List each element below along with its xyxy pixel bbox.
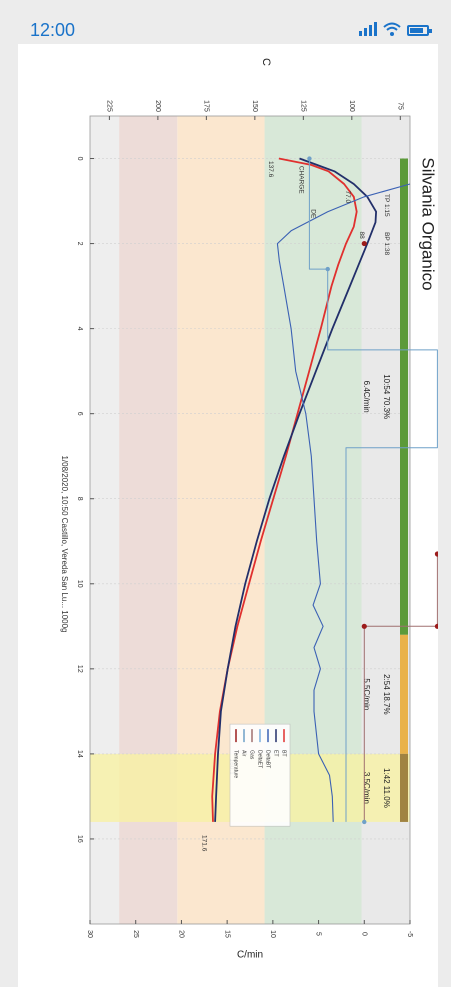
phase-ror-drying: 6.4C/min — [362, 381, 371, 413]
chart-subtitle: 1/08/2020, 10:50 Castillo, Vereda San Lu… — [60, 455, 69, 632]
temp-tick-label: 125 — [299, 100, 306, 112]
annotation-label: DE — [309, 209, 316, 219]
annotation-label: CHARGE — [298, 166, 305, 194]
temp-tick-label: 100 — [348, 100, 355, 112]
annotation-label: TP 1:15 — [383, 194, 390, 217]
air-event-marker — [325, 266, 330, 272]
air-event-marker — [307, 156, 312, 161]
temp-tick-label: 150 — [251, 100, 258, 112]
x-tick-label: 8 — [76, 497, 83, 501]
legend-label: Gas — [249, 750, 255, 760]
plot-frame — [89, 115, 411, 925]
series-et — [214, 157, 377, 822]
temp-tick-label: 75 — [396, 102, 403, 110]
annotation-label: 137.6 — [267, 161, 274, 178]
x-tick-label: 0 — [76, 157, 83, 161]
clock: 12:00 — [30, 20, 76, 40]
x-tick-label: 10 — [76, 580, 83, 588]
x-tick-label: 12 — [76, 665, 83, 673]
temp-axis-label: C — [260, 58, 272, 66]
legend-label: DeltaET — [257, 750, 263, 768]
phase-ror-development: 3.5C/min — [362, 772, 371, 804]
series-air — [308, 158, 438, 822]
phase-ror-maillard: 5.5C/min — [362, 678, 371, 710]
gas-event-marker — [361, 623, 367, 629]
phase-label-maillard: 2:54 18.7% — [382, 674, 391, 714]
ror-tick-label: 20 — [178, 930, 185, 938]
legend-label: ET — [273, 750, 279, 756]
cellular-signal-icon — [359, 22, 377, 36]
ror-tick-label: 30 — [86, 930, 93, 938]
phase-bar-development — [400, 753, 408, 822]
ror-tick-label: -5 — [406, 931, 413, 937]
phase-label-drying: 10:54 70.3% — [382, 374, 391, 419]
gas-event-marker — [361, 240, 367, 247]
legend-label: Temperature — [233, 750, 239, 778]
wifi-icon — [383, 22, 401, 36]
legend-label: Air — [241, 750, 247, 756]
legend — [229, 723, 291, 827]
x-tick-label: 2 — [76, 242, 83, 246]
x-tick-label: 4 — [76, 327, 83, 331]
series-deltabt — [276, 183, 411, 822]
temp-tick-label: 225 — [106, 100, 113, 112]
chart-card: 10:54 70.3% 6.4C/min 2:54 18.7% 5.5C/min 1:4… — [18, 44, 438, 987]
temp-tick-label: 200 — [154, 100, 161, 112]
annotation-label: BP 1:38 — [383, 232, 390, 255]
annotation-label: 88 — [358, 231, 365, 239]
ror-tick-label: 10 — [269, 930, 276, 938]
x-tick-label: 14 — [76, 750, 83, 758]
phase-bar-drying — [400, 158, 408, 635]
phase-label-development: 1:42 11.0% — [382, 768, 391, 808]
chart-title: Silvania Organico — [419, 157, 438, 290]
temp-tick-label: 175 — [203, 100, 210, 112]
ror-tick-label: 0 — [360, 932, 367, 936]
annotation-label: 77.0 — [344, 190, 351, 203]
status-icons — [359, 22, 432, 36]
legend-label: DeltaBT — [265, 750, 271, 768]
x-tick-label: 16 — [76, 835, 83, 843]
roast-chart: 10:54 70.3% 6.4C/min 2:54 18.7% 5.5C/min 1:4… — [60, 58, 438, 961]
gas-event-marker — [434, 623, 438, 629]
battery-icon — [407, 25, 432, 36]
legend-box — [229, 723, 291, 827]
air-event-marker — [362, 819, 367, 825]
ror-tick-label: 15 — [223, 930, 230, 938]
ror-axis-label: C/min — [237, 950, 263, 961]
phase-bar-maillard — [400, 634, 408, 754]
ror-tick-label: 25 — [132, 930, 139, 938]
legend-label: BT — [281, 750, 287, 756]
ror-tick-label: 5 — [315, 932, 322, 936]
x-tick-label: 6 — [76, 412, 83, 416]
annotation-label: 171.6 — [201, 835, 208, 852]
series-gas — [363, 554, 438, 822]
gas-event-marker — [434, 551, 438, 557]
